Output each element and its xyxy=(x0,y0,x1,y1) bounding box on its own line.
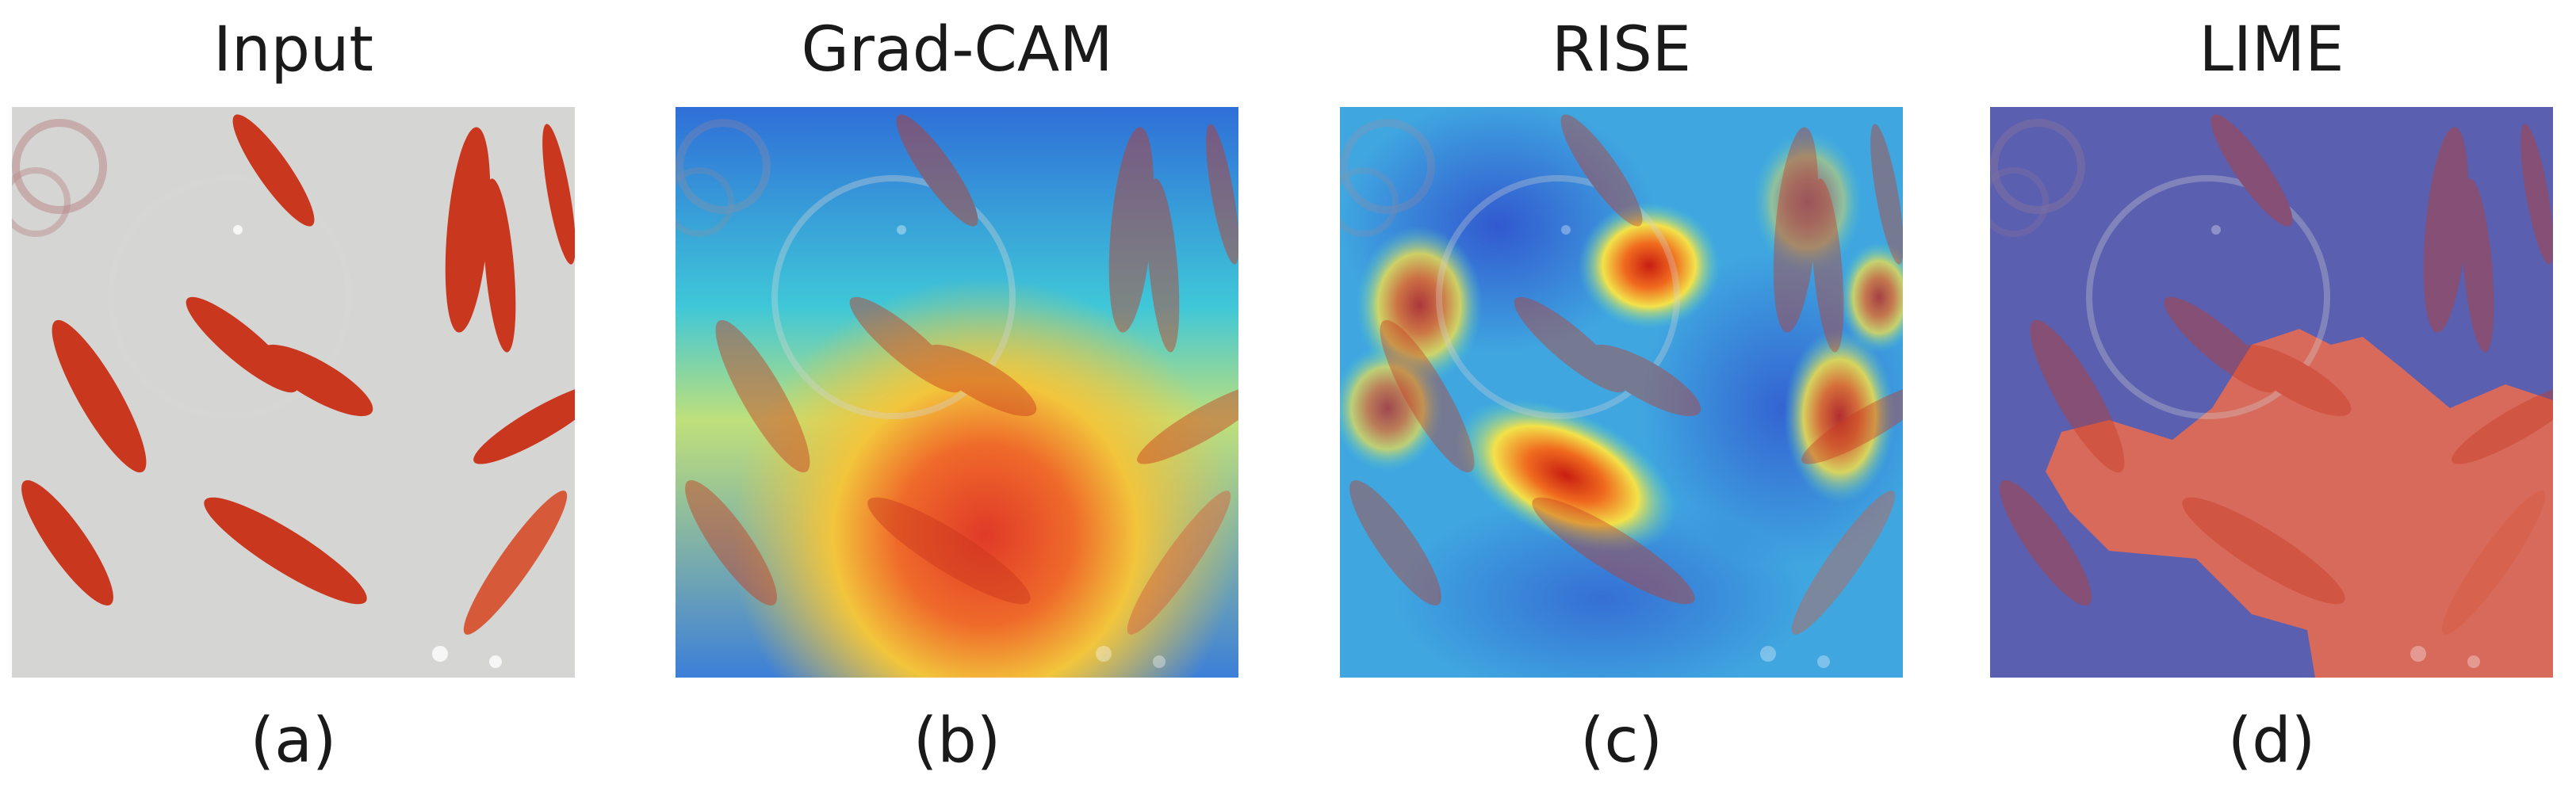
gradcam-heatmap xyxy=(676,107,1238,678)
panel-title: LIME xyxy=(2199,14,2344,86)
panel-input: Input (a) xyxy=(4,0,583,802)
panel-lime: LIME (d) xyxy=(1982,0,2561,802)
panel-caption: (b) xyxy=(913,705,1001,777)
lime-segmentation xyxy=(1990,107,2553,678)
panel-caption: (d) xyxy=(2227,705,2316,777)
panel-title: Input xyxy=(213,14,373,86)
panel-rise: RISE (c) xyxy=(1332,0,1911,802)
panel-title: RISE xyxy=(1552,14,1691,86)
panel-title: Grad-CAM xyxy=(801,14,1113,86)
panel-gradcam: Grad-CAM (b) xyxy=(668,0,1246,802)
panel-caption: (c) xyxy=(1580,705,1663,777)
input-image xyxy=(12,107,575,678)
rise-heatmap xyxy=(1340,107,1903,678)
panel-caption: (a) xyxy=(250,705,337,777)
